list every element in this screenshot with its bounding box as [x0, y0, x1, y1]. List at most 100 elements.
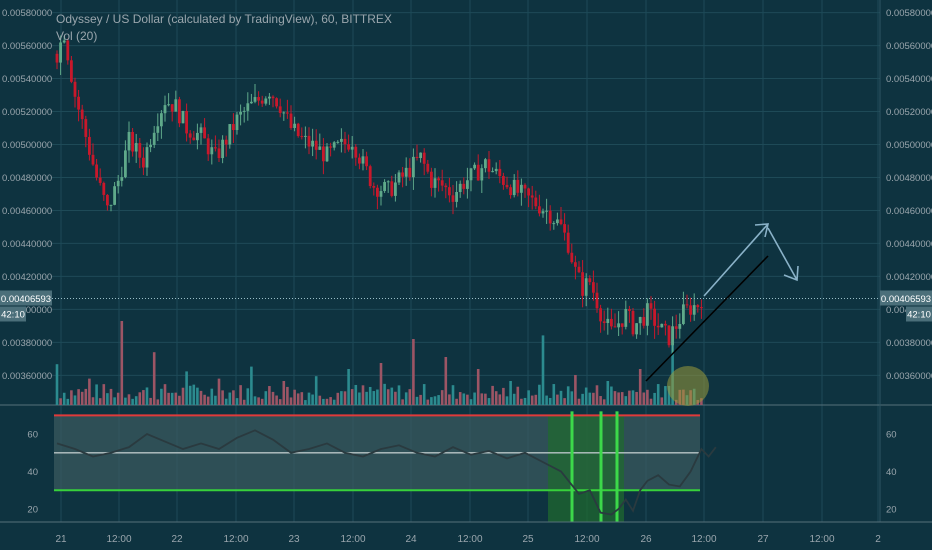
x-tick-label: 24	[405, 534, 417, 545]
volume-bar	[386, 389, 390, 405]
candle-body	[167, 104, 170, 106]
volume-bar	[559, 390, 563, 405]
candle-body	[631, 310, 635, 335]
volume-bar	[653, 392, 656, 405]
volume-bar	[451, 385, 455, 405]
osc-tick-label-left: 20	[27, 504, 38, 515]
volume-bar	[426, 399, 430, 405]
y-tick-label-right: 0.00460000	[886, 206, 932, 217]
volume-bar	[142, 390, 145, 405]
candle-body	[174, 99, 178, 112]
volume-bar	[361, 385, 365, 405]
volume-bar	[667, 385, 671, 405]
y-tick-label-left: 0.00500000	[2, 140, 52, 151]
candle-body	[318, 146, 322, 150]
volume-bar	[419, 394, 422, 405]
candle-body	[624, 308, 628, 327]
volume-bar	[84, 388, 88, 405]
volume-bar	[163, 384, 167, 405]
volume-bar	[390, 387, 394, 405]
trendline	[645, 255, 769, 382]
y-tick-label-left: 0.00420000	[2, 272, 52, 283]
candle-body	[617, 323, 620, 328]
candle-body	[311, 140, 314, 147]
candle-body	[304, 135, 307, 137]
last-price-label-left: 0.00406593	[1, 294, 51, 305]
y-tick-label-left: 0.00560000	[2, 41, 52, 52]
volume-bar	[494, 391, 498, 405]
volume-bar	[530, 395, 534, 405]
candle-body	[293, 123, 296, 128]
volume-highlight-ellipse	[667, 366, 709, 406]
candle-body	[577, 266, 581, 273]
volume-bar	[638, 369, 642, 405]
volume-bar	[185, 371, 188, 405]
volume-bar	[487, 398, 491, 405]
volume-bar	[430, 397, 433, 405]
candle-body	[224, 139, 228, 145]
volume-bar	[545, 395, 548, 405]
volume-bar	[476, 369, 480, 405]
candle-body	[322, 146, 325, 162]
signal-bar	[615, 411, 619, 522]
candle-body	[502, 176, 505, 185]
projection-arrow-down	[767, 227, 798, 281]
candle-body	[646, 303, 649, 326]
volume-bar	[250, 366, 253, 405]
volume-bar	[527, 390, 530, 405]
y-tick-label-left: 0.00460000	[2, 206, 52, 217]
y-tick-label-right: 0.00520000	[886, 107, 932, 118]
volume-bar	[286, 386, 289, 405]
candle-body	[181, 110, 185, 124]
candle-body	[358, 157, 361, 164]
volume-bar	[664, 386, 667, 405]
x-tick-label: 12:00	[340, 534, 365, 545]
candle-body	[192, 137, 196, 141]
volume-indicator-label[interactable]: Vol (20)	[56, 29, 98, 43]
candle-body	[437, 178, 440, 181]
candle-body	[566, 232, 570, 253]
volume-bar	[448, 394, 451, 405]
countdown-label-left-box	[0, 306, 26, 322]
volume-bar	[620, 392, 624, 405]
volume-bar	[610, 386, 613, 405]
volume-bar	[372, 391, 376, 405]
volume-bar	[253, 396, 257, 405]
volume-bar	[260, 398, 264, 405]
candle-body	[606, 318, 610, 323]
candle-body	[448, 187, 451, 196]
candle-body	[430, 171, 433, 188]
candle-body	[656, 325, 660, 328]
chart-title: Odyssey / US Dollar (calculated by Tradi…	[56, 12, 392, 26]
candle-body	[394, 182, 397, 196]
x-tick-label: 12:00	[574, 534, 599, 545]
volume-bar	[516, 386, 520, 405]
candle-body	[134, 143, 138, 152]
candle-body	[336, 141, 340, 143]
candle-body	[278, 106, 282, 113]
volume-bar	[617, 392, 620, 405]
candle-body	[124, 150, 127, 178]
volume-bar	[577, 398, 581, 405]
candle-body	[120, 177, 124, 181]
volume-bar	[268, 386, 271, 405]
volume-bar	[124, 397, 127, 405]
volume-bar	[134, 396, 138, 405]
volume-bar	[127, 394, 131, 405]
volume-bar	[246, 388, 250, 405]
candle-body	[62, 40, 66, 43]
y-tick-label-right: 0.00540000	[886, 74, 932, 85]
candle-body	[289, 113, 293, 128]
volume-bar	[505, 396, 509, 405]
volume-bar	[217, 378, 221, 405]
candle-body	[372, 186, 376, 188]
volume-bar	[556, 394, 559, 405]
candle-body	[466, 180, 469, 189]
volume-bar	[149, 397, 152, 405]
arrowhead-down	[783, 265, 799, 282]
volume-bar	[318, 395, 322, 405]
volume-bar	[102, 384, 106, 405]
volume-bar	[325, 398, 329, 405]
y-tick-label-left: 0.00380000	[2, 338, 52, 349]
